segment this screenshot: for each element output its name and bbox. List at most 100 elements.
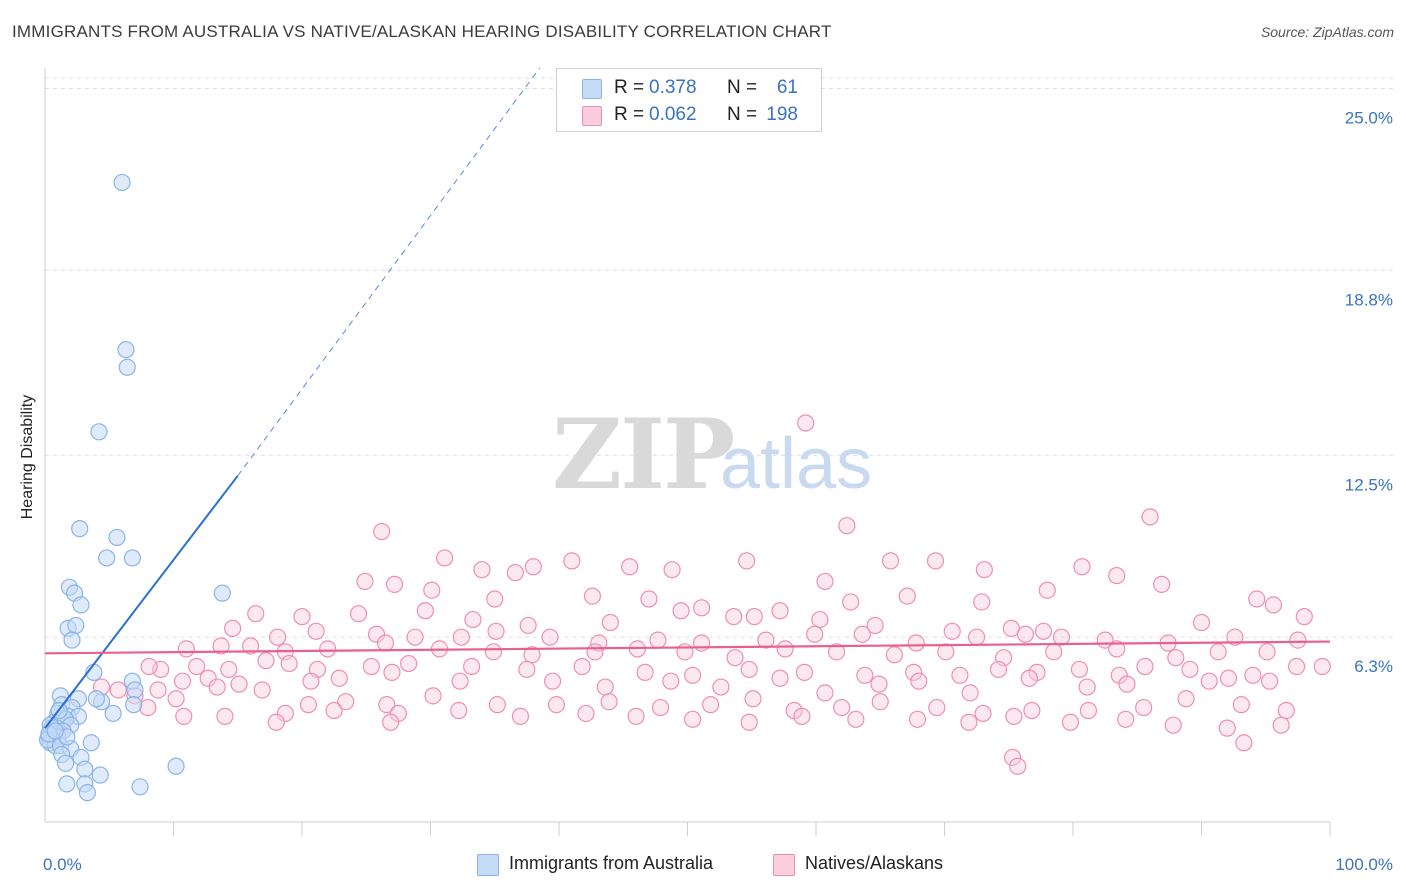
natives-point [684, 666, 702, 684]
natives-point [870, 675, 888, 693]
legend-swatch-blue [582, 79, 602, 99]
natives-point [816, 572, 834, 591]
natives-point [175, 707, 193, 725]
natives-point [1181, 660, 1199, 679]
legend-r-value: 0.378 [649, 77, 697, 98]
natives-point [487, 622, 505, 640]
australia-point [91, 766, 109, 784]
natives-point [1295, 608, 1313, 626]
natives-point [267, 713, 285, 731]
natives-point [926, 552, 945, 570]
natives-point [847, 710, 865, 728]
natives-point [423, 581, 441, 599]
natives-point [663, 561, 681, 579]
natives-point [871, 693, 889, 711]
natives-point [640, 590, 658, 608]
natives-point [452, 628, 470, 646]
natives-point [1045, 643, 1063, 661]
legend-r-label: R = [614, 104, 645, 125]
natives-point [1135, 698, 1153, 717]
bottom-legend-label-natives: Natives/Alaskans [805, 853, 944, 873]
y-tick-label: 12.5% [1345, 475, 1393, 494]
natives-point [1108, 566, 1126, 585]
natives-point [1004, 748, 1022, 767]
natives-point [1073, 558, 1091, 576]
australia-point [118, 358, 136, 376]
natives-point [740, 660, 758, 679]
natives-point [149, 681, 167, 699]
natives-point [436, 549, 454, 567]
natives-point [577, 704, 595, 723]
trend-lines [44, 67, 1331, 729]
natives-point [406, 628, 424, 646]
australia-point [117, 341, 135, 359]
bottom-legend-natives: Natives/Alaskans [773, 852, 973, 876]
bottom-legend-label-australia: Immigrants from Australia [509, 853, 714, 873]
natives-point [672, 602, 690, 620]
natives-point [1232, 696, 1250, 714]
x-tick-label-min: 0.0% [43, 855, 82, 874]
natives-point [806, 625, 824, 643]
natives-point [989, 660, 1008, 679]
natives-point [676, 643, 694, 661]
natives-point [960, 713, 978, 731]
natives-point [898, 587, 916, 605]
natives-point [139, 698, 157, 717]
natives-point [866, 616, 884, 635]
natives-point [1219, 669, 1238, 687]
natives-point [1016, 625, 1035, 643]
natives-point [268, 628, 287, 646]
natives-alaskans-points [92, 414, 1331, 775]
natives-point [1167, 649, 1185, 667]
natives-point [199, 669, 217, 687]
natives-point [464, 610, 482, 629]
natives-point [543, 672, 562, 690]
natives-point [816, 684, 834, 702]
natives-point [621, 558, 639, 576]
natives-point [547, 696, 566, 714]
natives-point [337, 693, 355, 711]
watermark-zip: ZIP [552, 398, 733, 511]
natives-point [257, 652, 275, 670]
natives-point [881, 552, 900, 570]
natives-point [776, 640, 794, 658]
natives-point [208, 678, 226, 696]
natives-point [299, 696, 318, 714]
y-tick-labels: 6.3% 12.5% 18.8% 25.0% [1345, 109, 1393, 677]
natives-point [757, 631, 775, 649]
natives-point [744, 690, 762, 708]
natives-point [230, 675, 248, 693]
natives-point [596, 678, 614, 696]
legend-row-natives: R = 0.062 N = 198 [557, 101, 821, 127]
natives-point [738, 552, 756, 570]
natives-point [140, 657, 158, 676]
natives-point [463, 657, 481, 676]
natives-point [573, 657, 591, 676]
australia-point [126, 681, 144, 699]
natives-point [590, 634, 608, 652]
natives-point [905, 663, 923, 681]
natives-point [627, 707, 645, 725]
natives-point [373, 522, 391, 541]
australia-point [125, 696, 143, 714]
natives-point [1258, 643, 1276, 661]
natives-point [725, 608, 743, 626]
natives-point [1209, 643, 1227, 661]
natives-point [726, 649, 744, 667]
natives-point [216, 707, 234, 725]
australia-point [87, 690, 106, 708]
natives-point [771, 602, 789, 620]
natives-point [188, 657, 206, 676]
natives-point [276, 704, 294, 723]
natives-point [1023, 701, 1041, 720]
natives-point [712, 678, 730, 696]
natives-point [961, 684, 979, 702]
chart-title: IMMIGRANTS FROM AUSTRALIA VS NATIVE/ALAS… [12, 22, 832, 41]
natives-point [563, 552, 581, 570]
watermark-atlas: atlas [720, 424, 872, 504]
grid-layer [45, 77, 1393, 638]
legend-n-label: N = [727, 77, 758, 98]
natives-point [319, 640, 337, 658]
legend-r-value: 0.062 [649, 104, 697, 125]
natives-point [771, 669, 789, 687]
